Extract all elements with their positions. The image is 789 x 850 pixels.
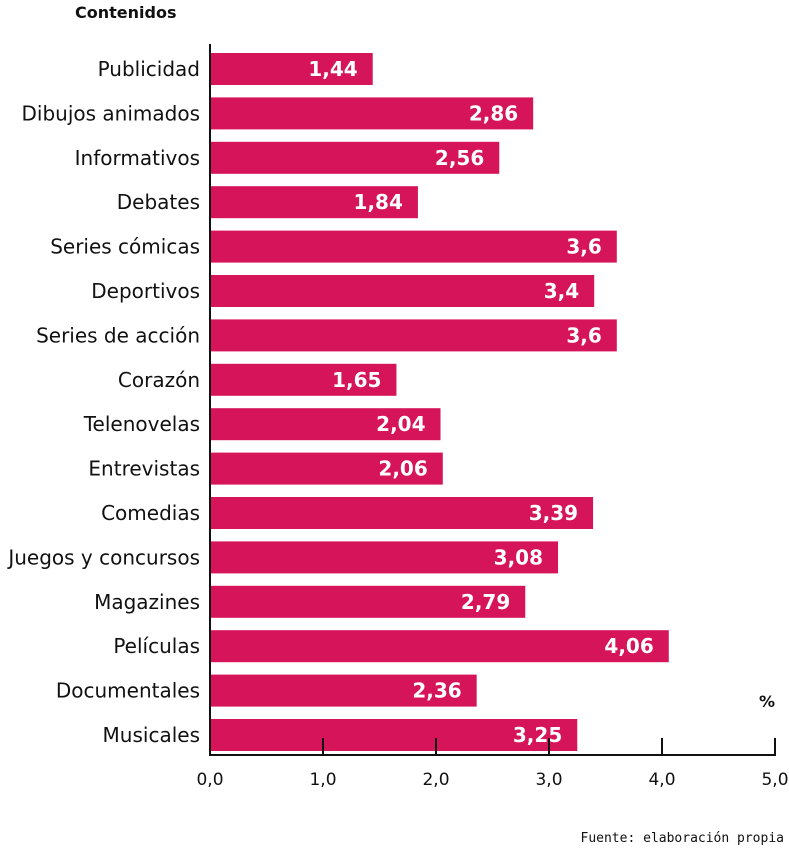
category-label: Deportivos bbox=[91, 279, 200, 303]
value-label: 3,08 bbox=[494, 545, 543, 569]
category-label: Publicidad bbox=[98, 57, 200, 81]
x-tick-label: 2,0 bbox=[422, 770, 449, 790]
value-label: 2,36 bbox=[412, 679, 461, 703]
bar bbox=[210, 230, 617, 263]
bar bbox=[210, 319, 617, 352]
value-label: 3,6 bbox=[566, 323, 601, 347]
bar bbox=[210, 452, 443, 485]
bar bbox=[210, 186, 418, 219]
bar bbox=[210, 97, 534, 130]
value-label: 2,79 bbox=[461, 590, 510, 614]
value-label: 2,86 bbox=[469, 101, 518, 125]
category-label: Telenovelas bbox=[83, 412, 200, 436]
value-label: 3,25 bbox=[513, 723, 562, 747]
category-label: Películas bbox=[113, 634, 200, 658]
value-label: 1,65 bbox=[332, 368, 381, 392]
bar bbox=[210, 363, 397, 396]
category-label: Dibujos animados bbox=[22, 101, 200, 125]
category-label: Comedias bbox=[101, 501, 200, 525]
bar bbox=[210, 541, 559, 574]
value-label: 2,56 bbox=[435, 146, 484, 170]
source-note: Fuente: elaboración propia bbox=[581, 831, 785, 846]
x-tick-label: 0,0 bbox=[196, 770, 223, 790]
bar bbox=[210, 275, 595, 307]
value-label: 4,06 bbox=[604, 634, 653, 658]
category-label: Series de acción bbox=[36, 323, 200, 347]
category-label: Musicales bbox=[103, 723, 200, 747]
category-label: Corazón bbox=[118, 368, 200, 392]
category-label: Magazines bbox=[94, 590, 200, 614]
value-label: 2,04 bbox=[376, 412, 425, 436]
value-label: 3,39 bbox=[529, 501, 578, 525]
category-label: Series cómicas bbox=[50, 235, 200, 259]
value-label: 1,84 bbox=[354, 190, 403, 214]
x-tick-label: 4,0 bbox=[648, 770, 675, 790]
bar bbox=[210, 141, 500, 174]
bar bbox=[210, 585, 526, 618]
bar bbox=[210, 674, 477, 707]
category-label: Debates bbox=[117, 190, 200, 214]
value-label: 3,6 bbox=[566, 235, 601, 259]
value-label: 3,4 bbox=[544, 279, 579, 303]
bar bbox=[210, 497, 594, 529]
x-tick-label: 5,0 bbox=[761, 770, 788, 790]
bar bbox=[210, 719, 578, 751]
bar bbox=[210, 53, 373, 85]
category-label: Entrevistas bbox=[88, 457, 200, 481]
bar bbox=[210, 408, 441, 441]
value-label: 1,44 bbox=[308, 57, 357, 81]
x-tick-label: 3,0 bbox=[535, 770, 562, 790]
bar bbox=[210, 630, 669, 663]
x-axis-unit-label: % bbox=[759, 692, 775, 711]
chart-title: Contenidos bbox=[75, 3, 176, 22]
category-label: Informativos bbox=[75, 146, 200, 170]
category-label: Juegos y concursos bbox=[6, 545, 200, 569]
category-label: Documentales bbox=[56, 679, 200, 703]
x-tick-label: 1,0 bbox=[309, 770, 336, 790]
value-label: 2,06 bbox=[378, 457, 427, 481]
